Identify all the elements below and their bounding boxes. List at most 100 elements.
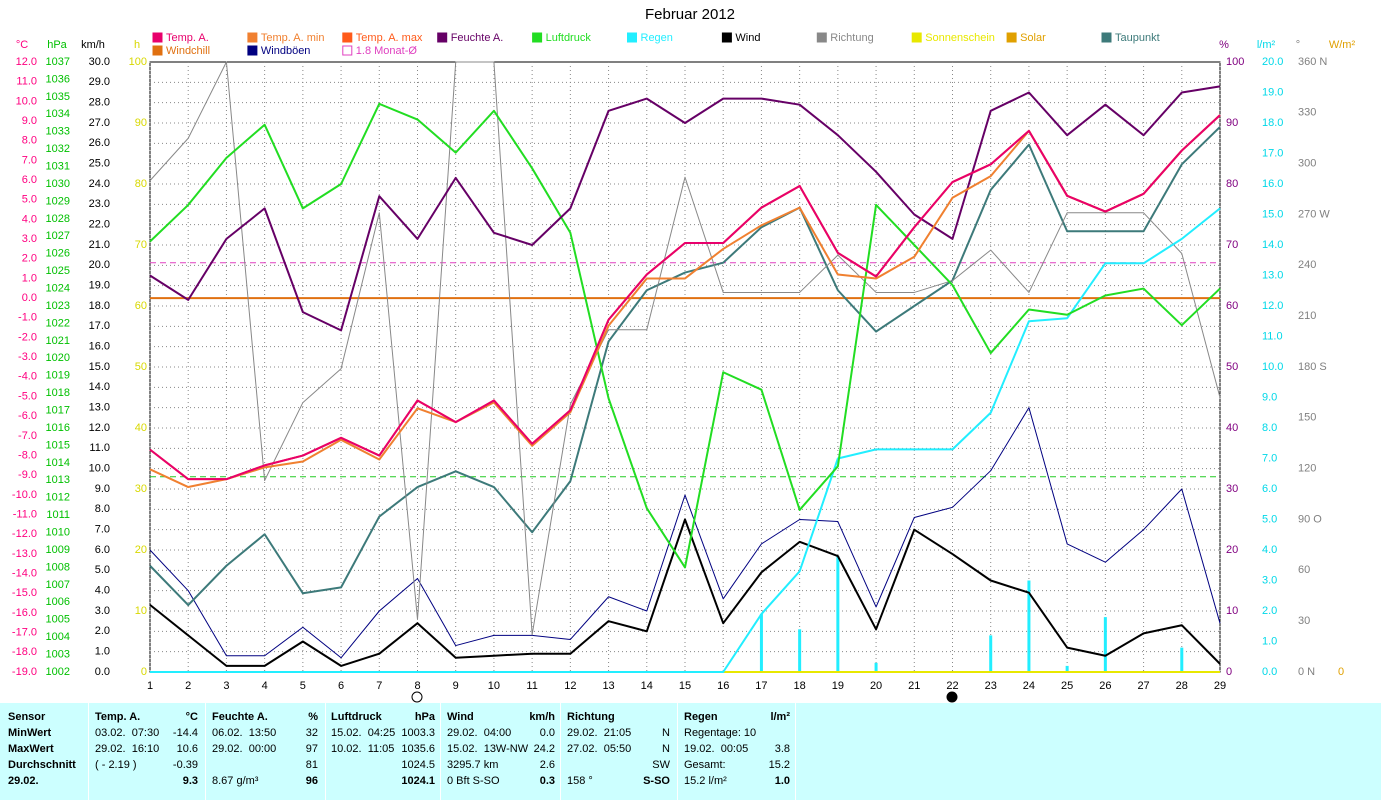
y-tick-label: 1004 [46,631,70,643]
series-line [149,85,1221,332]
series-line [150,207,1221,673]
table-cell: 15.2 l/m² [684,775,727,787]
y-tick-label: 30 [1298,615,1310,627]
y-tick-label: 1034 [46,108,70,120]
table-cell: 97 [305,743,318,755]
y-tick-label: 27.0 [89,117,110,129]
y-tick-label: 1025 [46,265,70,277]
y-tick-label: 10 [135,605,147,617]
table-cell: 0.0 [539,727,555,739]
y-tick-label: 1017 [46,404,70,416]
legend-label: Wind [735,32,760,44]
x-tick-label: 2 [185,680,191,692]
axis-label: km/h [81,39,105,51]
y-tick-label: 2.0 [1262,605,1277,617]
y-tick-label: 60 [135,300,147,312]
x-tick-label: 20 [870,680,882,692]
y-tick-label: 60 [1226,300,1238,312]
axis-label: % [1219,39,1229,51]
rain-bar [989,635,993,672]
y-tick-label: 180 S [1298,361,1327,373]
y-tick-label: 18.0 [89,300,110,312]
x-tick-label: 13 [602,680,614,692]
y-tick-label: 23.0 [89,198,110,210]
legend-label: Windchill [166,45,210,57]
y-tick-label: 100 [129,56,147,68]
y-tick-label: 1022 [46,317,70,329]
column-separator [325,703,326,800]
y-tick-label: 18.0 [1262,117,1283,129]
legend-swatch [342,45,353,56]
y-tick-label: 1031 [46,160,70,172]
x-tick-label: 6 [338,680,344,692]
y-tick-label: 1037 [46,56,70,68]
y-tick-label: 7.0 [22,154,37,166]
table-cell: km/h [529,711,555,723]
rain-bar [1103,617,1107,672]
chart: Februar 2012 1 2 3 4 5 6 7 8 9 10 11 12 13 14 15 16 17 18… [12,6,1355,703]
axis-label: °C [16,39,28,51]
legend-label: Temp. A. max [356,32,423,44]
y-tick-label: 80 [135,178,147,190]
rain-bar [1027,580,1031,672]
series-line [149,518,1221,667]
table-cell: Sensor [8,711,46,723]
y-tick-label: 3.0 [22,233,37,245]
chart-title: Februar 2012 [645,6,735,23]
y-tick-label: 360 N [1298,56,1327,68]
axis-label: l/m² [1257,39,1276,51]
series-line [149,126,1221,607]
x-tick-label: 18 [794,680,806,692]
y-tick-label: 11.0 [1262,330,1283,342]
legend-label: Temp. A. min [261,32,325,44]
y-tick-label: -3.0 [18,351,37,363]
y-tick-label: 0.0 [22,292,37,304]
y-tick-label: 1036 [46,73,70,85]
legend-swatch [1006,32,1017,43]
y-tick-label: -14.0 [12,568,37,580]
table-cell: Regentage: 10 [684,727,757,739]
y-tick-label: -2.0 [18,331,37,343]
x-tick-label: 14 [641,680,653,692]
table-cell: 24.2 [533,743,555,755]
table-cell: 1024.5 [401,759,435,771]
y-tick-label: 4.0 [95,585,110,597]
legend-label: Solar [1020,32,1046,44]
y-tick-label: 9.0 [95,483,110,495]
column-separator [677,703,678,800]
y-tick-label: 1008 [46,561,70,573]
x-tick-label: 9 [453,680,459,692]
x-tick-label: 27 [1137,680,1149,692]
y-tick-label: -15.0 [12,587,37,599]
y-tick-label: 50 [135,361,147,373]
y-tick-label: 25.0 [89,158,110,170]
y-tick-label: 1021 [46,335,70,347]
y-tick-label: -19.0 [12,666,37,678]
x-tick-label: 23 [985,680,997,692]
y-tick-label: 30 [1226,483,1238,495]
x-tick-label: 12 [564,680,576,692]
y-tick-label: -16.0 [12,607,37,619]
x-tick-label: 10 [488,680,500,692]
legend-label: Feuchte A. [451,32,504,44]
y-tick-label: 11.0 [16,76,37,88]
x-tick-label: 17 [755,680,767,692]
legend-swatch [911,32,922,43]
y-tick-label: 4.0 [1262,544,1277,556]
y-tick-label: 20 [135,544,147,556]
y-tick-label: 8.0 [22,135,37,147]
y-tick-label: 1007 [46,579,70,591]
table-cell: 1024.1 [401,775,435,787]
y-tick-label: 7.0 [1262,452,1277,464]
rain-bar [759,614,763,672]
column-separator [88,703,89,800]
y-tick-label: 26.0 [89,137,110,149]
y-tick-label: 0 N [1298,666,1315,678]
y-tick-label: -4.0 [18,371,37,383]
y-tick-label: 90 [135,117,147,129]
table-cell: % [308,711,318,723]
legend-swatch [532,32,543,43]
y-tick-label: 240 [1298,259,1316,271]
table-cell: 1035.6 [401,743,435,755]
